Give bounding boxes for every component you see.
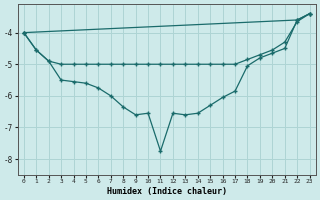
X-axis label: Humidex (Indice chaleur): Humidex (Indice chaleur)	[107, 187, 227, 196]
